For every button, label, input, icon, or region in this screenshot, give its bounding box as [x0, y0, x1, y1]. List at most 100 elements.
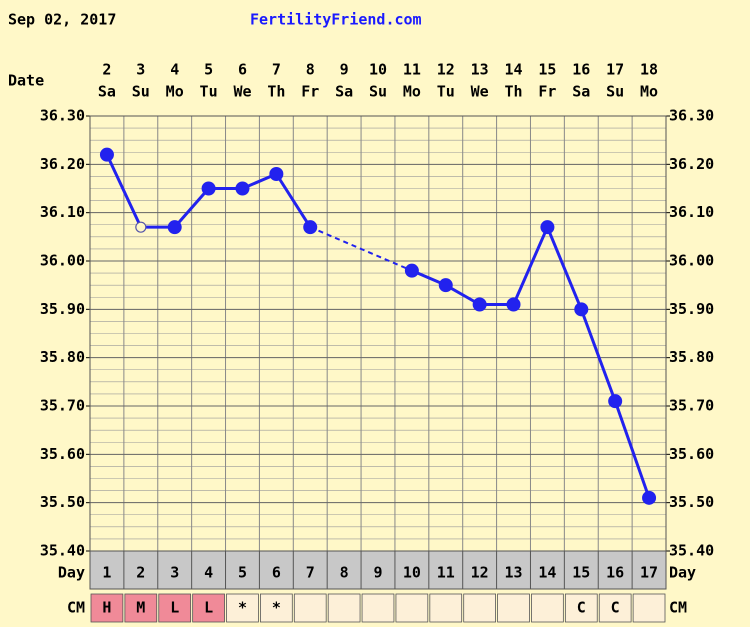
- y-tick-label: 35.40: [40, 542, 85, 560]
- day-number: 7: [306, 564, 315, 582]
- y-tick-label: 36.20: [669, 155, 714, 173]
- cm-cell: [632, 593, 666, 623]
- day-number: 8: [340, 564, 349, 582]
- weekday: Su: [132, 83, 150, 101]
- weekday: Th: [267, 83, 285, 101]
- y-tick-label: 35.90: [669, 300, 714, 318]
- cm-cell: [192, 593, 225, 623]
- cm-cell: [598, 593, 632, 623]
- weekday: Sa: [98, 83, 116, 101]
- cm-cell: [226, 593, 259, 623]
- temperature-point: [472, 297, 487, 312]
- date-number: 13: [471, 61, 489, 79]
- day-number: 15: [572, 564, 590, 582]
- date-number: 12: [437, 61, 455, 79]
- y-tick-label: 36.30: [669, 107, 714, 125]
- temperature-point: [404, 263, 419, 278]
- temperature-point: [642, 490, 657, 505]
- day-number: 10: [403, 564, 421, 582]
- cm-cell: [293, 593, 327, 623]
- cm-cell: [361, 593, 395, 623]
- date-number: 18: [640, 61, 658, 79]
- day-number: 13: [504, 564, 522, 582]
- weekday: Sa: [335, 83, 353, 101]
- temperature-point: [167, 220, 182, 235]
- day-number: 3: [170, 564, 179, 582]
- day-number: 14: [538, 564, 556, 582]
- cm-value: *: [238, 599, 247, 617]
- weekday: Th: [504, 83, 522, 101]
- cm-value: L: [170, 599, 179, 617]
- y-tick-label: 35.40: [669, 542, 714, 560]
- day-number: 4: [204, 564, 213, 582]
- temperature-point: [438, 278, 453, 293]
- day-number: 17: [640, 564, 658, 582]
- day-number: 5: [238, 564, 247, 582]
- date-number: 6: [238, 61, 247, 79]
- y-tick-label: 35.50: [669, 493, 714, 511]
- day-row-label: Day: [58, 564, 85, 582]
- temperature-point: [506, 297, 521, 312]
- temperature-point: [269, 167, 284, 181]
- date-number: 2: [102, 61, 111, 79]
- day-row: [89, 550, 667, 590]
- date-number: 7: [272, 61, 281, 79]
- weekday: Mo: [403, 83, 421, 101]
- weekday: Su: [606, 83, 624, 101]
- y-tick-label: 35.90: [40, 300, 85, 318]
- cm-row-label: CM: [669, 599, 687, 617]
- date-number: 10: [369, 61, 387, 79]
- y-tick-label: 35.80: [40, 348, 85, 366]
- temperature-point: [303, 220, 318, 235]
- date-number: 11: [403, 61, 421, 79]
- weekday: We: [471, 83, 489, 101]
- y-tick-label: 35.70: [669, 397, 714, 415]
- cm-cell: [327, 593, 361, 623]
- weekday: Mo: [640, 83, 658, 101]
- cm-cell: [429, 593, 463, 623]
- cm-cell: [463, 593, 496, 623]
- temperature-point: [201, 181, 216, 196]
- cm-cell: [497, 593, 530, 623]
- temperature-point: [135, 221, 147, 233]
- temperature-point: [608, 394, 623, 409]
- cm-cell: [531, 593, 564, 623]
- cm-cell: [158, 593, 192, 623]
- weekday: Mo: [166, 83, 184, 101]
- day-number: 1: [102, 564, 111, 582]
- y-tick-label: 35.50: [40, 493, 85, 511]
- day-number: 16: [606, 564, 624, 582]
- date-number: 17: [606, 61, 624, 79]
- weekday: Sa: [572, 83, 590, 101]
- temperature-point: [235, 181, 250, 196]
- cm-value: *: [272, 599, 281, 617]
- cm-cell: [124, 593, 158, 623]
- y-tick-label: 36.00: [669, 252, 714, 270]
- day-number: 12: [471, 564, 489, 582]
- date-number: 5: [204, 61, 213, 79]
- y-tick-label: 36.10: [40, 203, 85, 221]
- y-tick-label: 36.00: [40, 252, 85, 270]
- y-tick-label: 35.60: [40, 445, 85, 463]
- date-row-label: Date: [8, 72, 44, 90]
- cm-value: M: [136, 599, 145, 617]
- cm-cell: [564, 593, 598, 623]
- weekday: Tu: [437, 83, 455, 101]
- date-number: 15: [538, 61, 556, 79]
- y-tick-label: 35.80: [669, 348, 714, 366]
- cm-value: C: [577, 599, 586, 617]
- chart-date: Sep 02, 2017: [8, 11, 116, 29]
- cm-cell: [395, 593, 429, 623]
- cm-row-label: CM: [67, 599, 85, 617]
- date-number: 14: [504, 61, 522, 79]
- day-number: 11: [437, 564, 455, 582]
- weekday: Tu: [200, 83, 218, 101]
- weekday: Fr: [301, 83, 319, 101]
- date-number: 3: [136, 61, 145, 79]
- y-tick-label: 35.70: [40, 397, 85, 415]
- date-number: 9: [340, 61, 349, 79]
- y-tick-label: 36.20: [40, 155, 85, 173]
- date-number: 16: [572, 61, 590, 79]
- weekday: Fr: [538, 83, 556, 101]
- day-number: 9: [373, 564, 382, 582]
